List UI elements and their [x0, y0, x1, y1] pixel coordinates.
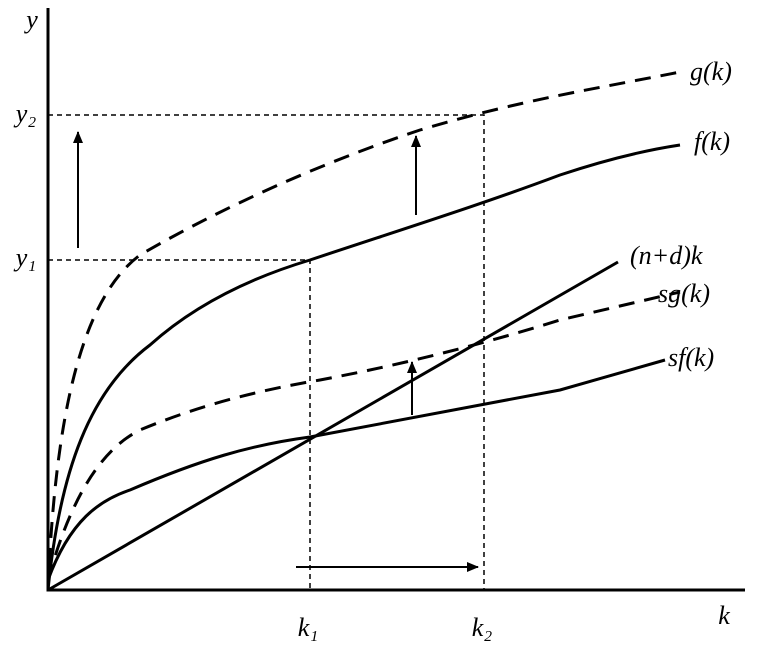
curve-label: f(k): [694, 127, 730, 156]
break-even-line: [47, 260, 619, 592]
k-level-label: k₁: [298, 613, 319, 642]
curve-label: sg(k): [658, 279, 710, 308]
k-level-label: k₂: [472, 613, 493, 642]
curve-label: (n+d)k: [630, 241, 703, 270]
y-level-label: y₁: [13, 243, 37, 272]
y2-k2-guide: [48, 114, 485, 590]
sf-curve: [46, 358, 666, 581]
axes: [46, 8, 745, 592]
y-axis-label: y: [23, 5, 38, 34]
f-curve: [46, 143, 681, 591]
y-level-label: y₂: [13, 99, 37, 128]
sg-curve: [46, 290, 681, 581]
curve-label: sf(k): [668, 343, 714, 372]
g-curve: [46, 70, 681, 591]
x-axis-label: k: [718, 601, 730, 630]
curve-label: g(k): [690, 57, 732, 86]
